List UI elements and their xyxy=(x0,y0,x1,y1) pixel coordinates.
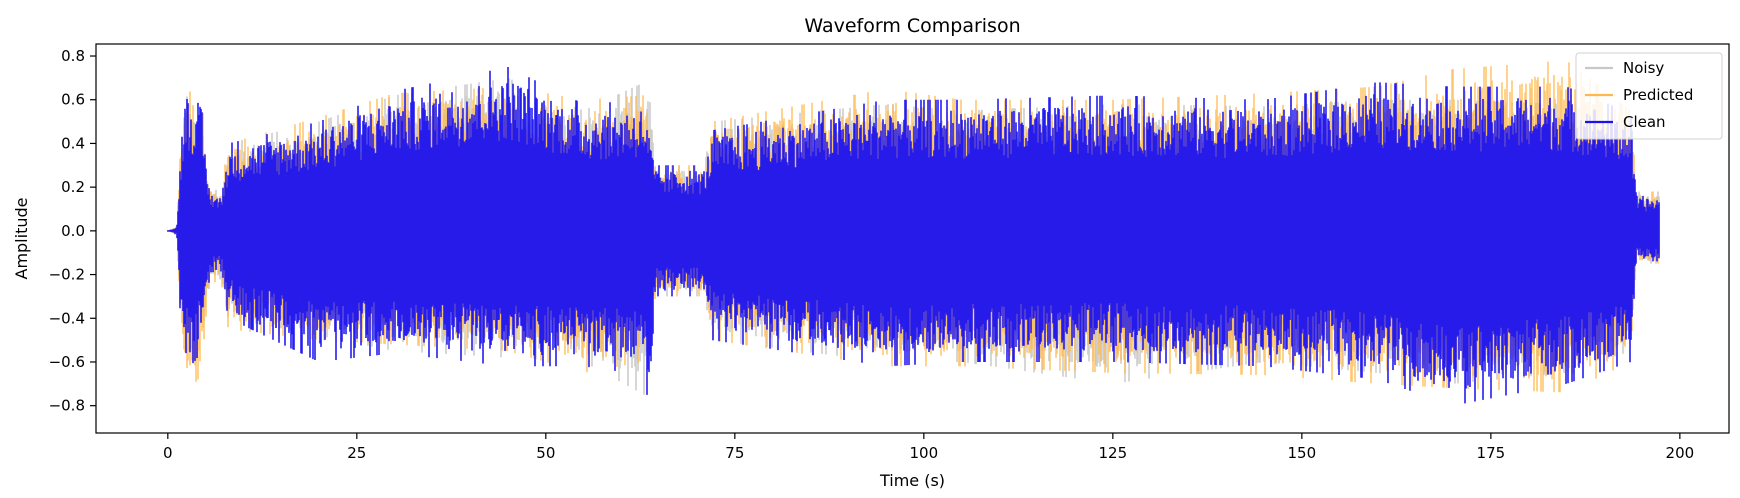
y-tick-label: 0.2 xyxy=(61,178,85,196)
x-tick-label: 25 xyxy=(347,444,366,462)
x-tick-label: 150 xyxy=(1288,444,1317,462)
x-tick-label: 0 xyxy=(163,444,173,462)
x-axis-label: Time (s) xyxy=(879,471,945,490)
y-tick-label: −0.6 xyxy=(49,353,85,371)
y-tick-label: 0.0 xyxy=(61,222,85,240)
y-tick-label: 0.8 xyxy=(61,47,85,65)
x-tick-label: 125 xyxy=(1099,444,1128,462)
series-layer xyxy=(167,61,1660,404)
legend-label-predicted: Predicted xyxy=(1623,86,1693,104)
y-tick-label: 0.4 xyxy=(61,134,85,152)
x-tick-label: 50 xyxy=(536,444,555,462)
x-tick-label: 75 xyxy=(725,444,744,462)
y-axis: 0.8 0.6 0.4 0.2 0.0 −0.2 −0.4 −0.6 −0.8 xyxy=(49,47,96,415)
x-tick-label: 175 xyxy=(1477,444,1506,462)
y-tick-label: −0.8 xyxy=(49,397,85,415)
x-tick-label: 100 xyxy=(910,444,939,462)
y-tick-label: −0.2 xyxy=(49,266,85,284)
chart-title: Waveform Comparison xyxy=(804,15,1020,37)
x-tick-label: 200 xyxy=(1666,444,1695,462)
legend-box xyxy=(1575,52,1723,140)
legend: Noisy Predicted Clean xyxy=(1575,52,1723,140)
legend-label-noisy: Noisy xyxy=(1623,59,1664,77)
legend-label-clean: Clean xyxy=(1623,113,1666,131)
series-clean-line xyxy=(167,67,1660,404)
y-tick-label: −0.4 xyxy=(49,309,85,327)
axes-frame xyxy=(95,43,1730,434)
x-axis: 0 25 50 75 100 125 150 175 200 xyxy=(163,433,1694,462)
y-tick-label: 0.6 xyxy=(61,91,85,109)
y-axis-label: Amplitude xyxy=(12,198,31,280)
